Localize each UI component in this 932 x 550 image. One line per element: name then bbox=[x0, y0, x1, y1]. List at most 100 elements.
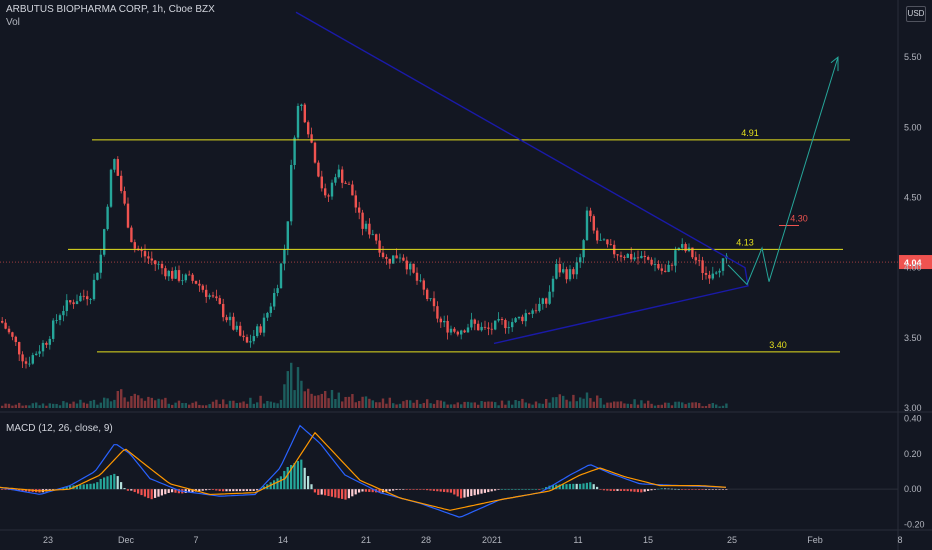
volume-bar bbox=[449, 404, 453, 408]
macd-histogram-bar bbox=[283, 470, 286, 490]
candle bbox=[24, 361, 28, 364]
candle bbox=[704, 273, 708, 275]
volume-bar bbox=[602, 404, 606, 408]
volume-bar bbox=[109, 401, 113, 408]
candle bbox=[58, 315, 62, 320]
candle bbox=[266, 312, 269, 318]
volume-bar bbox=[429, 403, 432, 408]
macd-histogram-bar bbox=[694, 489, 697, 490]
macd-histogram-bar bbox=[650, 489, 653, 491]
macd-histogram-bar bbox=[528, 489, 531, 490]
volume-bar bbox=[222, 399, 225, 408]
candle bbox=[490, 328, 493, 330]
candle bbox=[381, 252, 385, 258]
volume-bar bbox=[205, 405, 208, 408]
candle bbox=[494, 320, 497, 330]
volume-bar bbox=[7, 403, 11, 408]
macd-histogram-bar bbox=[439, 489, 442, 492]
volume-bar bbox=[140, 398, 143, 408]
volume-bar bbox=[650, 403, 653, 408]
candle bbox=[500, 318, 504, 321]
volume-bar bbox=[704, 405, 708, 408]
time-tick-label: 25 bbox=[727, 535, 737, 545]
macd-histogram-bar bbox=[677, 489, 680, 490]
volume-bar bbox=[507, 400, 510, 408]
volume-bar bbox=[160, 399, 164, 408]
time-tick-label: Feb bbox=[807, 535, 823, 545]
macd-histogram-bar bbox=[116, 476, 119, 490]
macd-histogram-bar bbox=[337, 489, 340, 499]
candle bbox=[11, 332, 14, 337]
candle bbox=[191, 274, 194, 281]
volume-bar bbox=[500, 400, 504, 408]
candle bbox=[534, 310, 538, 312]
candle bbox=[436, 306, 439, 319]
volume-bar bbox=[154, 400, 157, 408]
macd-histogram-bar bbox=[477, 489, 480, 495]
macd-histogram-bar bbox=[174, 489, 177, 493]
volume-bar bbox=[65, 402, 68, 408]
candle bbox=[555, 264, 558, 279]
volume-bar bbox=[256, 402, 259, 408]
volume-bar bbox=[286, 371, 289, 408]
candle bbox=[198, 283, 201, 286]
macd-tick-label: 0.40 bbox=[904, 414, 922, 424]
candle bbox=[109, 169, 113, 207]
candle bbox=[279, 263, 283, 289]
macd-histogram-bar bbox=[205, 489, 208, 491]
volume-bar bbox=[211, 401, 215, 408]
macd-histogram-bar bbox=[368, 489, 371, 492]
volume-bar bbox=[443, 401, 446, 408]
candle bbox=[354, 195, 357, 208]
volume-bar bbox=[545, 398, 548, 408]
macd-histogram-bar bbox=[511, 489, 514, 490]
macd-histogram-bar bbox=[113, 473, 116, 490]
time-tick-label: 21 bbox=[361, 535, 371, 545]
candle bbox=[96, 272, 99, 280]
macd-histogram-bar bbox=[565, 484, 568, 490]
candle bbox=[545, 298, 548, 304]
macd-histogram-bar bbox=[154, 489, 157, 498]
candle bbox=[504, 320, 507, 329]
macd-histogram-bar bbox=[463, 489, 466, 498]
macd-histogram-bar bbox=[701, 489, 704, 490]
volume-bar bbox=[470, 402, 473, 408]
macd-histogram-bar bbox=[470, 489, 473, 496]
macd-histogram-bar bbox=[313, 489, 316, 493]
candle bbox=[453, 328, 456, 332]
macd-histogram-bar bbox=[545, 487, 548, 490]
volume-bar bbox=[52, 403, 55, 408]
currency-button[interactable]: USD bbox=[906, 6, 926, 22]
macd-histogram-bar bbox=[446, 489, 449, 493]
macd-histogram-bar bbox=[541, 488, 544, 490]
volume-bar bbox=[232, 400, 235, 408]
candle bbox=[446, 320, 449, 333]
candle bbox=[1, 320, 4, 323]
candle bbox=[514, 318, 517, 323]
volume-bar bbox=[718, 406, 721, 408]
volume-bar bbox=[113, 399, 116, 408]
volume-bar bbox=[405, 399, 408, 408]
candle bbox=[609, 244, 612, 246]
candle bbox=[653, 264, 657, 265]
candlestick-series bbox=[1, 102, 728, 369]
volume-bar bbox=[392, 403, 395, 408]
macd-histogram-bar bbox=[572, 483, 575, 490]
macd-histogram-bar bbox=[606, 489, 609, 491]
macd-histogram-bar bbox=[436, 489, 439, 492]
volume-bar bbox=[385, 403, 388, 408]
volume-bar bbox=[28, 405, 31, 408]
candle bbox=[293, 137, 296, 166]
macd-histogram-bar bbox=[69, 485, 72, 490]
volume-bar bbox=[351, 394, 354, 408]
volume-bar bbox=[164, 397, 167, 408]
macd-histogram-bar bbox=[242, 489, 245, 492]
macd-histogram-bar bbox=[664, 488, 667, 490]
macd-tick-label: -0.20 bbox=[904, 519, 925, 529]
macd-histogram-bar bbox=[443, 489, 446, 492]
candle bbox=[579, 257, 582, 263]
volume-bar bbox=[592, 401, 595, 408]
candle bbox=[623, 256, 626, 258]
macd-histogram-bar bbox=[140, 489, 143, 496]
